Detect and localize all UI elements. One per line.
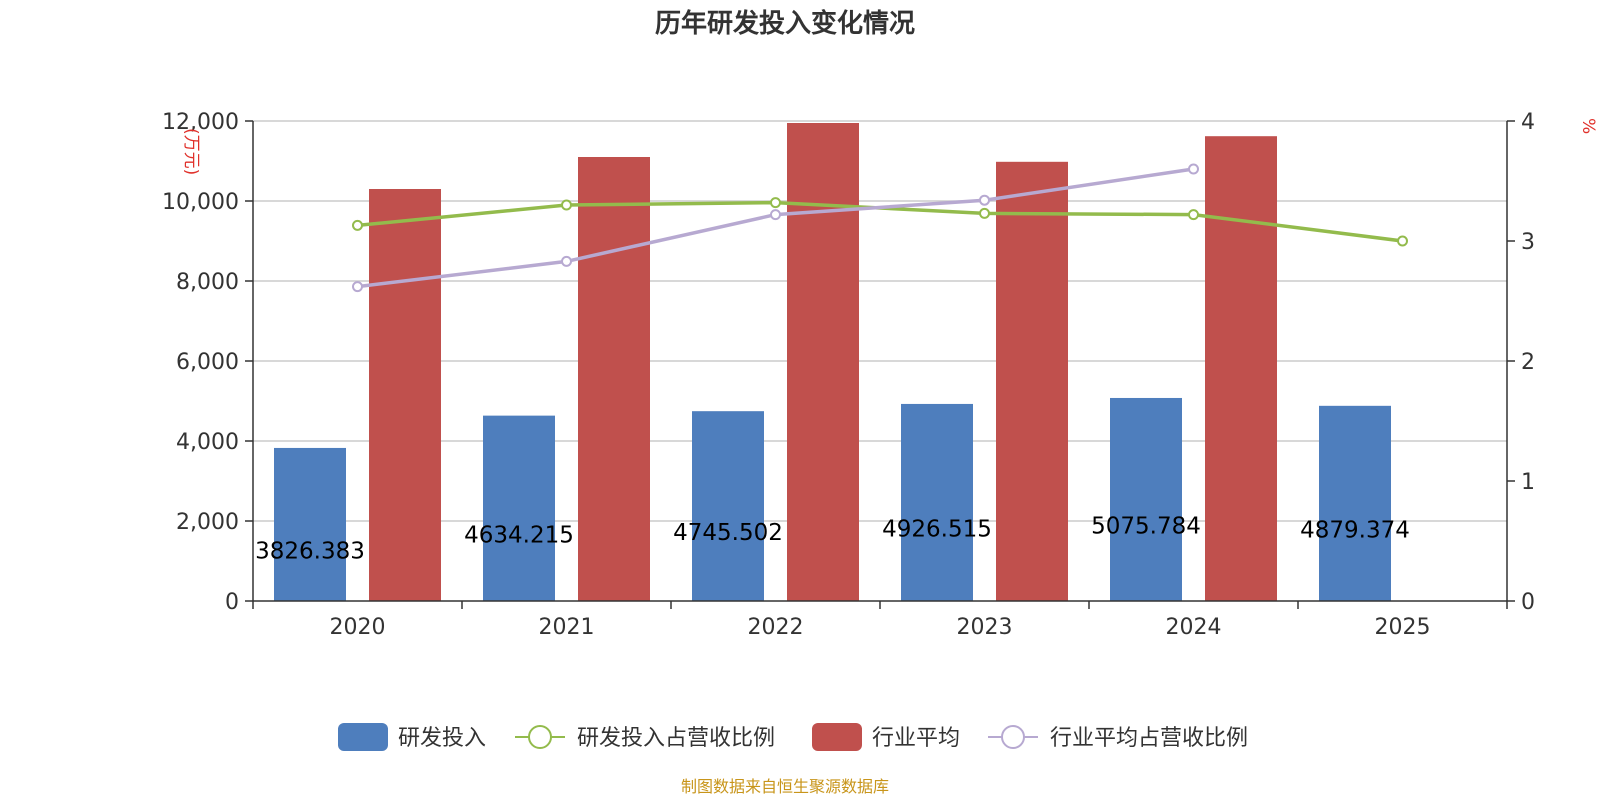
legend-marker-rd_ratio [528, 725, 552, 749]
bar-rd [901, 403, 973, 601]
left-axis-unit: (万元) [181, 128, 201, 175]
point-rd_ratio [561, 199, 572, 211]
legend-label: 行业平均占营收比例 [1050, 726, 1248, 751]
legend-swatch-industry [812, 723, 862, 751]
bar-value-label: 5075.784 [1091, 513, 1201, 539]
x-tick-label: 2021 [539, 615, 595, 640]
bars [274, 123, 1391, 602]
grid-lines [253, 120, 1507, 522]
bar-industry [1205, 136, 1277, 601]
legend-swatch-rd [338, 723, 388, 751]
legend-label: 行业平均 [872, 726, 960, 751]
bar-rd [1110, 397, 1182, 601]
point-industry_ratio [770, 209, 781, 221]
left-tick-label: 12,000 [162, 110, 239, 135]
right-tick-label: 3 [1521, 230, 1535, 255]
point-rd_ratio [770, 197, 781, 209]
x-tick-label: 2024 [1166, 615, 1222, 640]
legend-label: 研发投入占营收比例 [577, 726, 775, 751]
bar-value-label: 4634.215 [464, 522, 574, 548]
x-tick-label: 2023 [957, 615, 1013, 640]
bar-value-label: 3826.383 [255, 538, 365, 564]
data-source-note: 制图数据来自恒生聚源数据库 [681, 777, 889, 796]
point-rd_ratio [1397, 235, 1408, 247]
bar-rd [274, 447, 346, 601]
left-tick-label: 8,000 [176, 270, 239, 295]
legend-marker-industry_ratio [1001, 725, 1025, 749]
point-rd_ratio [979, 207, 990, 219]
ratio-lines [352, 163, 1408, 293]
bar-rd [1319, 405, 1391, 601]
line-industry_ratio [357, 167, 1194, 289]
left-tick-label: 0 [225, 590, 239, 615]
point-industry_ratio [979, 194, 990, 206]
right-tick-label: 4 [1521, 110, 1535, 135]
point-rd_ratio [1188, 209, 1199, 221]
left-tick-label: 2,000 [176, 510, 239, 535]
chart-title: 历年研发投入变化情况 [655, 8, 915, 39]
left-tick-label: 10,000 [162, 190, 239, 215]
bar-value-label: 4745.502 [673, 520, 783, 546]
left-tick-label: 6,000 [176, 350, 239, 375]
bar-industry [996, 161, 1068, 602]
bar-rd [483, 415, 555, 601]
bar-industry [369, 189, 441, 601]
bar-industry [787, 123, 859, 601]
axes: 0 2,000 4,000 6,000 8,000 10,000 12,000 0 1 2 3 4 20… [162, 110, 1535, 640]
right-axis-unit: % [1578, 118, 1598, 134]
bar-value-label: 4879.374 [1300, 517, 1410, 543]
bar-value-label: 4926.515 [882, 516, 992, 542]
right-tick-label: 1 [1521, 470, 1535, 495]
bar-industry [578, 157, 650, 601]
x-tick-label: 2020 [330, 615, 386, 640]
left-tick-label: 4,000 [176, 430, 239, 455]
point-rd_ratio [352, 219, 363, 231]
legend-label: 研发投入 [398, 726, 486, 751]
right-tick-label: 0 [1521, 590, 1535, 615]
right-tick-label: 2 [1521, 350, 1535, 375]
x-tick-label: 2022 [748, 615, 804, 640]
point-industry_ratio [561, 255, 572, 267]
bar-rd [692, 411, 764, 601]
data-labels: 3826.383 4634.215 4745.502 4926.515 5075.784… [255, 513, 1410, 564]
point-industry_ratio [352, 281, 363, 293]
x-tick-label: 2025 [1375, 615, 1431, 640]
point-industry_ratio [1188, 163, 1199, 175]
legend: 研发投入 研发投入占营收比例 行业平均 行业平均占营收比例 [338, 723, 1248, 751]
